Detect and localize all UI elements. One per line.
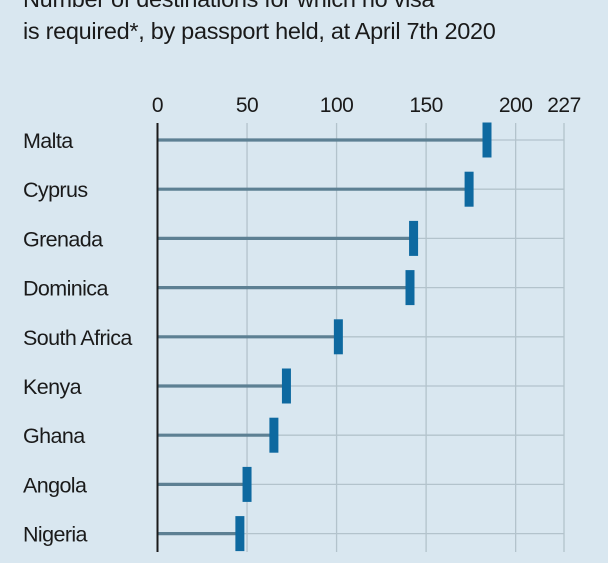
x-tick-label: 50 (236, 94, 258, 117)
category-label: Kenya (23, 375, 82, 399)
marker-kenya (281, 368, 291, 404)
category-label: Grenada (23, 227, 103, 251)
category-label: South Africa (23, 326, 132, 350)
marker-cyprus (464, 171, 474, 207)
marker-nigeria (235, 516, 245, 552)
x-tick-label: 227 (547, 94, 581, 117)
x-tick-label: 0 (152, 94, 163, 117)
chart-title-line-1: Number of destinations for which no visa (23, 0, 435, 14)
category-label: Dominica (23, 277, 108, 301)
x-tick-label: 200 (499, 94, 533, 117)
marker-angola (242, 466, 252, 502)
category-label: Ghana (23, 424, 85, 448)
marker-dominica (405, 270, 415, 306)
marker-grenada (409, 220, 419, 256)
marker-malta (482, 122, 492, 158)
marker-ghana (269, 417, 279, 453)
marker-south-africa (333, 319, 343, 355)
x-tick-label: 150 (409, 94, 443, 117)
category-label: Nigeria (23, 523, 88, 547)
category-label: Malta (23, 129, 73, 153)
chart-title-line-2: is required*, by passport held, at April… (23, 18, 496, 44)
category-label: Angola (23, 473, 87, 497)
x-tick-label: 100 (320, 94, 354, 117)
category-label: Cyprus (23, 178, 88, 202)
